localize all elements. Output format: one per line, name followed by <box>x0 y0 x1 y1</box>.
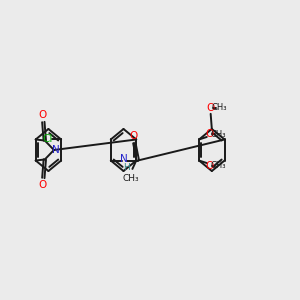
Text: O: O <box>39 110 47 120</box>
Text: H: H <box>124 163 130 172</box>
Text: CH₃: CH₃ <box>211 130 226 139</box>
Text: Cl: Cl <box>43 134 53 145</box>
Text: CH₃: CH₃ <box>211 103 227 112</box>
Text: CH₃: CH₃ <box>211 161 226 170</box>
Text: O: O <box>206 129 214 140</box>
Text: CH₃: CH₃ <box>122 174 139 183</box>
Text: O: O <box>207 103 215 113</box>
Text: O: O <box>129 131 137 141</box>
Text: O: O <box>206 160 214 171</box>
Text: N: N <box>120 154 128 164</box>
Text: O: O <box>39 180 47 190</box>
Text: N: N <box>52 145 60 155</box>
